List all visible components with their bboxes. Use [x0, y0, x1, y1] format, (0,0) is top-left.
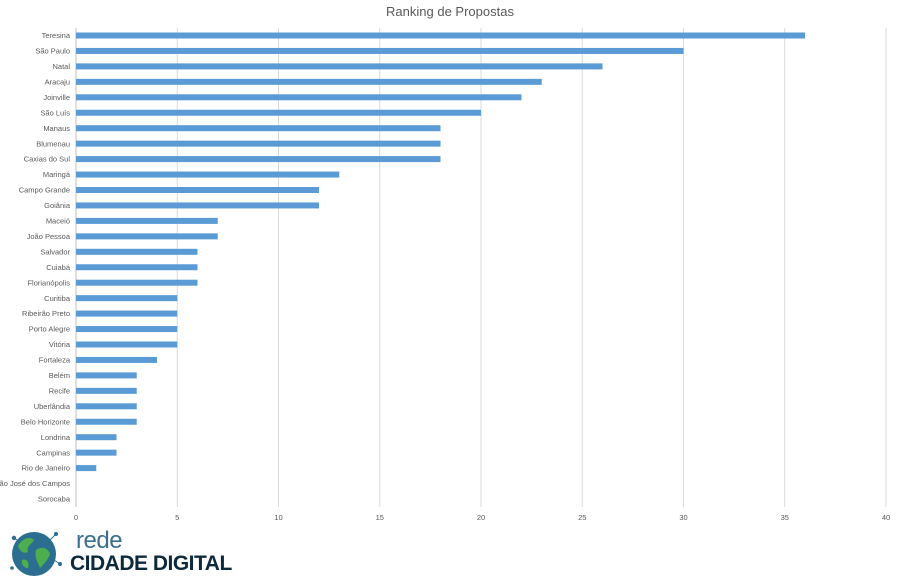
category-label: Maringá [43, 170, 71, 179]
bar [76, 233, 218, 240]
bar [76, 156, 441, 163]
category-label: São Luís [40, 108, 70, 117]
category-label: Salvador [40, 247, 70, 256]
category-label: Teresina [42, 31, 71, 40]
bar [76, 94, 522, 101]
bar-chart: Ranking de Propostas Teresina São Paulo Na… [0, 4, 890, 522]
category-label: Joinville [43, 93, 70, 102]
bar [76, 187, 319, 193]
bar [76, 341, 178, 348]
category-label: Curitiba [44, 294, 71, 303]
bar [76, 449, 117, 456]
bar [76, 279, 198, 286]
bar [76, 217, 218, 224]
x-tick-label: 0 [74, 513, 78, 522]
category-labels: Teresina São Paulo Natal Aracaju Joinville Sã… [0, 31, 71, 504]
bar [76, 140, 441, 147]
category-label: Recife [49, 386, 70, 395]
category-label: Blumenau [36, 139, 70, 148]
category-label: João Pessoa [27, 232, 71, 241]
category-label: Campo Grande [19, 186, 70, 195]
bar [76, 356, 157, 363]
category-label: Natal [52, 62, 70, 71]
x-axis-tick-labels: 0 5 10 15 20 25 30 35 40 [74, 513, 890, 522]
category-label: Uberlândia [34, 402, 71, 411]
category-label: Belém [49, 371, 70, 380]
category-label: Ribeirão Preto [22, 309, 70, 318]
bar [76, 326, 178, 333]
x-tick-label: 30 [679, 513, 687, 522]
logo-text-cidade-digital: CIDADE DIGITAL [70, 552, 232, 575]
bar [76, 63, 603, 70]
category-label: Porto Alegre [29, 325, 70, 334]
category-label: Londrina [41, 433, 71, 442]
category-label: Rio de Janeiro [22, 464, 70, 473]
bar [76, 372, 137, 379]
bar [76, 125, 441, 132]
x-tick-label: 35 [781, 513, 789, 522]
bar [76, 47, 684, 54]
bar [76, 418, 137, 425]
x-tick-label: 25 [578, 513, 586, 522]
category-label: Florianópolis [27, 278, 70, 287]
category-label: Aracaju [45, 77, 70, 86]
category-label: Campinas [36, 448, 70, 457]
bar [76, 109, 481, 116]
bar [76, 264, 198, 271]
bar [76, 387, 137, 394]
globe-icon [10, 532, 62, 576]
bar [76, 465, 97, 472]
category-label: Caxias do Sul [24, 155, 71, 164]
category-label: Cuiabá [46, 263, 71, 272]
chart-title: Ranking de Propostas [386, 4, 514, 19]
bar [76, 32, 805, 39]
category-label: São José dos Campos [0, 479, 70, 488]
bar [76, 310, 178, 317]
bar [76, 171, 340, 178]
category-label: Fortaleza [39, 356, 71, 365]
bar [76, 403, 137, 410]
x-tick-label: 40 [882, 513, 890, 522]
bars [76, 32, 805, 472]
category-label: Manaus [43, 124, 70, 133]
bar [76, 78, 542, 85]
bar [76, 202, 319, 209]
bar [76, 248, 198, 255]
rede-cidade-digital-logo: rede CIDADE DIGITAL [8, 528, 248, 580]
x-tick-label: 5 [175, 513, 179, 522]
bar [76, 434, 117, 441]
category-label: Vitória [49, 340, 71, 349]
x-tick-label: 20 [477, 513, 485, 522]
category-label: Sorocaba [38, 495, 71, 504]
logo-text-rede: rede [76, 527, 123, 554]
category-label: Maceió [46, 217, 70, 226]
category-label: São Paulo [35, 47, 70, 56]
category-label: Goiânia [44, 201, 71, 210]
category-label: Belo Horizonte [21, 417, 70, 426]
x-tick-label: 10 [274, 513, 282, 522]
bar [76, 295, 178, 302]
x-tick-label: 15 [376, 513, 384, 522]
